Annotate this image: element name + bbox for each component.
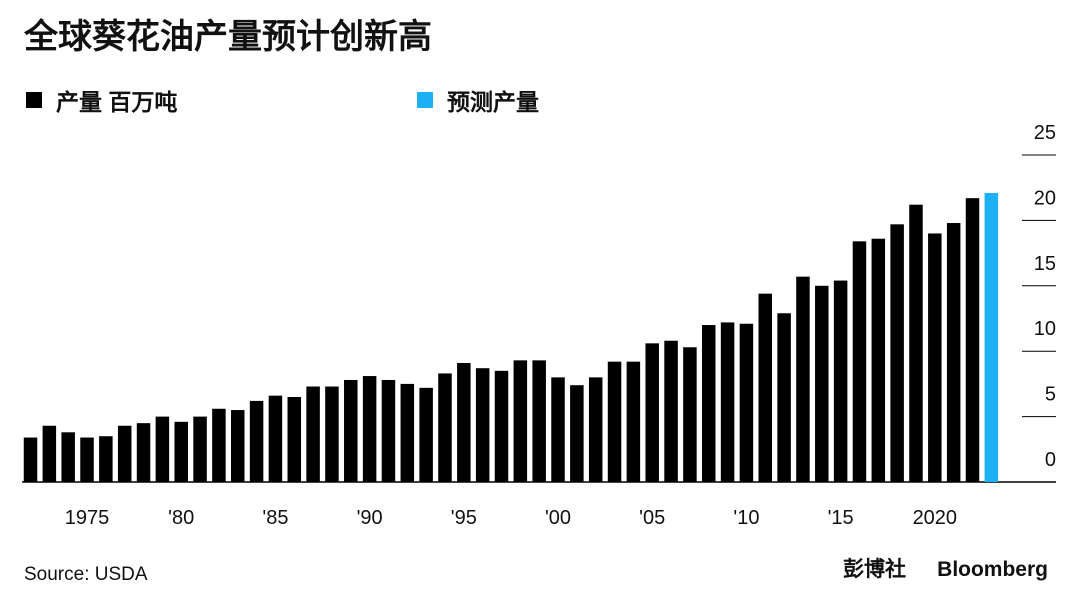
bar — [645, 343, 659, 482]
bar — [852, 241, 867, 482]
bar — [287, 396, 302, 482]
bar — [965, 198, 980, 482]
bar — [155, 416, 170, 482]
bar — [551, 377, 565, 482]
bar — [249, 400, 264, 482]
bar — [475, 368, 490, 482]
bar — [306, 386, 320, 482]
bar — [230, 410, 245, 482]
bar — [513, 360, 528, 482]
y-tick-label: 25 — [1034, 122, 1056, 144]
bar — [362, 376, 377, 482]
source: Source: USDA — [24, 564, 148, 585]
bar — [457, 362, 471, 482]
brand-cn: 彭博社 — [843, 557, 906, 581]
bar — [570, 385, 584, 482]
bar — [588, 377, 603, 482]
bar — [758, 293, 773, 482]
x-tick-label: '00 — [545, 507, 571, 529]
bar — [400, 383, 415, 482]
bar — [136, 423, 151, 482]
bar — [99, 436, 113, 482]
bar — [42, 425, 57, 482]
bar — [607, 361, 622, 482]
y-tick-label: 0 — [1045, 449, 1056, 471]
bar — [871, 238, 886, 482]
bar — [174, 421, 188, 482]
x-tick-label: '15 — [828, 507, 854, 529]
y-tick-label: 10 — [1034, 318, 1056, 340]
legend-label: 产量 百万吨 — [56, 89, 177, 115]
bar — [80, 437, 94, 482]
bar — [701, 325, 716, 482]
bar — [626, 361, 641, 482]
bar — [438, 373, 452, 482]
bar — [117, 425, 132, 482]
y-tick-label: 20 — [1034, 187, 1056, 209]
bar — [683, 347, 697, 482]
x-tick-label: '10 — [733, 507, 759, 529]
bar — [325, 386, 339, 482]
x-tick-label: '95 — [451, 507, 477, 529]
x-tick-label: '85 — [262, 507, 288, 529]
legend-swatch — [417, 92, 433, 108]
x-tick-label: 1975 — [65, 507, 110, 529]
brand: Bloomberg — [937, 558, 1048, 581]
x-tick-label: 2020 — [913, 507, 958, 529]
bar — [212, 408, 226, 482]
bar — [344, 379, 358, 482]
chart-title: 全球葵花油产量预计创新高 — [23, 17, 432, 56]
x-tick-label: '90 — [357, 507, 383, 529]
bar — [928, 233, 942, 482]
bar — [833, 280, 848, 482]
bar — [268, 395, 283, 482]
bar — [890, 224, 904, 482]
legend-label: 预测产量 — [447, 89, 539, 115]
bar — [909, 204, 923, 483]
bar — [984, 192, 999, 482]
bar — [23, 437, 38, 482]
y-tick-label: 5 — [1045, 384, 1056, 406]
x-tick-label: '80 — [168, 507, 194, 529]
bar — [61, 432, 75, 482]
bar — [532, 360, 546, 482]
legend-swatch — [26, 92, 42, 108]
bar — [720, 322, 735, 482]
x-tick-label: '05 — [639, 507, 665, 529]
bar — [739, 323, 754, 482]
y-tick-label: 15 — [1034, 253, 1056, 275]
bar — [664, 340, 678, 482]
bar — [193, 416, 207, 482]
bar — [494, 370, 509, 482]
bar — [796, 276, 810, 482]
bar — [946, 223, 961, 483]
bar — [419, 387, 433, 482]
bar — [777, 313, 791, 482]
bar — [381, 379, 396, 482]
bar — [815, 285, 829, 482]
